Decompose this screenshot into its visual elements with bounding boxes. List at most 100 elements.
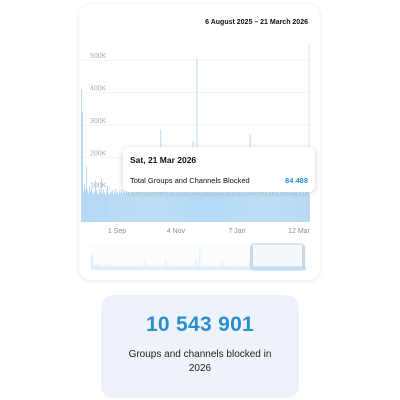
- navigator-bar: [266, 266, 268, 270]
- navigator-bar: [259, 266, 261, 270]
- navigator-bar: [277, 266, 279, 270]
- bar: [287, 192, 289, 222]
- navigator-bar: [223, 266, 224, 270]
- bar: [172, 191, 174, 222]
- navigator-bar: [96, 266, 98, 270]
- navigator-bar: [198, 266, 200, 270]
- bar: [190, 193, 192, 222]
- summary-label: Groups and channels blocked in 2026: [128, 349, 272, 374]
- navigator-bar: [294, 266, 296, 270]
- tooltip-value: 84 488: [285, 176, 308, 185]
- navigator-bar: [200, 266, 202, 270]
- navigator-bar: [254, 266, 255, 270]
- navigator-handle-left[interactable]: [250, 246, 253, 268]
- bar: [211, 190, 213, 222]
- navigator-bar: [164, 266, 166, 270]
- bar: [116, 193, 118, 222]
- bar: [305, 192, 307, 222]
- bar: [139, 191, 141, 222]
- bar: [210, 192, 212, 222]
- navigator-bar: [296, 266, 298, 270]
- bar: [252, 193, 254, 222]
- navigator-bar: [119, 266, 121, 270]
- navigator-bar: [145, 266, 147, 270]
- bar: [169, 192, 171, 222]
- bar: [147, 192, 149, 222]
- navigator-bar: [93, 265, 95, 270]
- navigator-bar: [225, 266, 227, 270]
- navigator-bar: [216, 266, 218, 270]
- bar: [284, 190, 286, 222]
- y-tick-label: 200K: [90, 150, 107, 157]
- bar: [298, 192, 300, 222]
- navigator-bar: [287, 266, 288, 270]
- navigator-bar: [190, 266, 191, 270]
- navigator-bar: [210, 266, 212, 270]
- navigator-bar: [191, 266, 193, 270]
- bar: [304, 191, 306, 222]
- tooltip-series-name: Total Groups and Channels Blocked: [130, 176, 250, 185]
- bar: [212, 193, 214, 222]
- bar: [246, 192, 248, 222]
- bar: [141, 190, 143, 222]
- navigator-bar: [167, 266, 169, 270]
- bar: [255, 190, 257, 222]
- navigator-bar: [140, 266, 142, 270]
- bar: [127, 193, 129, 222]
- bar: [84, 183, 85, 222]
- navigator-bar: [137, 266, 139, 270]
- navigator-bar: [213, 266, 215, 270]
- navigator-bar: [300, 266, 302, 270]
- navigator-bar: [232, 266, 234, 270]
- bar: [148, 191, 150, 222]
- navigator-bar: [192, 266, 194, 270]
- navigator-bar: [127, 266, 129, 270]
- chart-plot[interactable]: 0 100K 200K 300K 400K 500K 1 Sep 4 Nov 7 Jan 12 M…: [79, 4, 320, 280]
- navigator-bar: [170, 266, 172, 270]
- navigator-bar: [305, 266, 306, 270]
- bar: [181, 191, 183, 222]
- navigator-bar: [285, 266, 287, 270]
- navigator-bar: [268, 266, 270, 270]
- bar: [170, 191, 172, 222]
- bar: [150, 191, 152, 222]
- bar: [229, 190, 231, 222]
- bar: [108, 192, 110, 222]
- bar: [180, 192, 182, 222]
- navigator-bar: [207, 266, 209, 270]
- bar: [283, 192, 285, 222]
- navigator-bar: [168, 266, 170, 270]
- bar: [221, 192, 223, 222]
- navigator-bar: [223, 266, 225, 270]
- bar: [288, 190, 290, 222]
- navigator-bar: [273, 266, 275, 270]
- navigator-bar: [158, 266, 160, 270]
- navigator-bar: [248, 266, 250, 270]
- bar: [208, 193, 210, 222]
- navigator-bar: [273, 266, 274, 270]
- bar: [267, 193, 269, 222]
- navigator-bar: [240, 266, 242, 270]
- navigator-handle-right[interactable]: [302, 246, 305, 268]
- bar: [294, 192, 296, 222]
- bar: [214, 191, 216, 222]
- bar: [275, 191, 277, 222]
- bar: [206, 192, 208, 222]
- navigator-bar: [175, 266, 177, 270]
- navigator-bar: [292, 266, 294, 270]
- navigator-bar: [139, 266, 140, 270]
- navigator-bar: [141, 266, 143, 270]
- bar: [184, 192, 186, 222]
- navigator-bar: [201, 266, 203, 270]
- bar: [197, 193, 199, 222]
- navigator-bar: [233, 266, 235, 270]
- navigator-bar: [159, 266, 161, 270]
- navigator-bar: [195, 260, 197, 270]
- navigator-bar: [264, 266, 266, 270]
- y-tick-label: 100K: [90, 183, 107, 190]
- navigator-bar: [182, 266, 184, 270]
- bar: [105, 194, 107, 222]
- navigator-bar: [138, 266, 139, 270]
- navigator-bar: [172, 266, 173, 270]
- navigator-bar: [244, 266, 246, 270]
